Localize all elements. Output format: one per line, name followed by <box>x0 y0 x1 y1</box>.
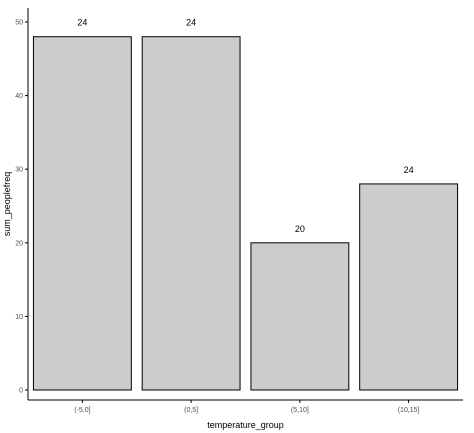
data-label: 24 <box>404 165 414 175</box>
y-tick-label: 40 <box>15 93 23 100</box>
y-tick-label: 0 <box>19 388 23 395</box>
bars <box>32 36 459 391</box>
bar <box>141 36 241 391</box>
y-tick-label: 20 <box>15 240 23 247</box>
x-tick-label: (0,5] <box>184 407 198 414</box>
bar <box>359 183 459 391</box>
x-tick-label: (-5,0] <box>74 407 90 414</box>
y-tick-label: 10 <box>15 314 23 321</box>
y-tick-label: 30 <box>15 167 23 174</box>
y-axis-ticks: 0 10 20 30 40 50 <box>15 20 28 395</box>
data-label: 24 <box>186 18 196 28</box>
data-labels: 24 24 20 24 <box>77 18 413 234</box>
data-label: 20 <box>295 224 305 234</box>
y-axis-title: sum_peoplefreq <box>2 172 12 237</box>
x-axis-ticks: (-5,0] (0,5] (5,10] (10,15] <box>74 400 420 414</box>
data-label: 24 <box>77 18 87 28</box>
x-tick-label: (10,15] <box>398 407 420 414</box>
bar <box>250 242 350 391</box>
y-tick-label: 50 <box>15 20 23 27</box>
bar <box>32 36 132 391</box>
x-tick-label: (5,10] <box>291 407 309 414</box>
x-axis-title: temperature_group <box>207 420 284 430</box>
